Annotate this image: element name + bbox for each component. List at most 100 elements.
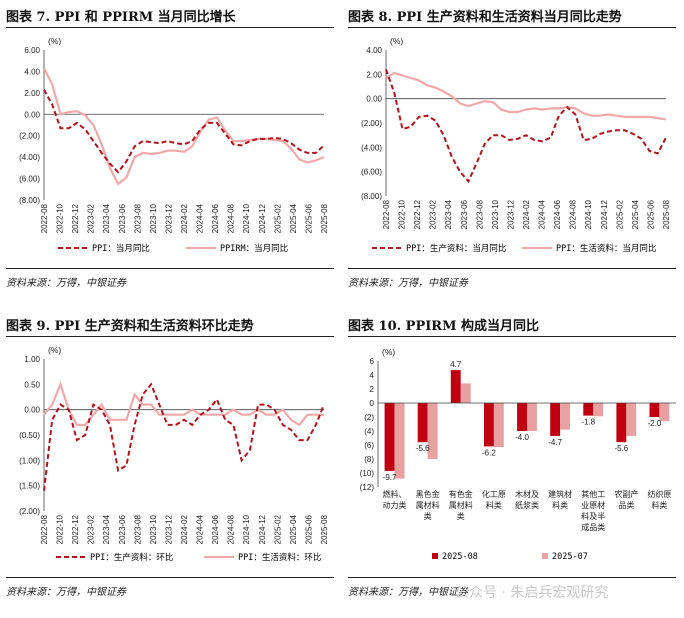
bar xyxy=(649,403,660,417)
y-tick-label: 0.00 xyxy=(366,95,382,104)
x-tick-label: 2025-02 xyxy=(273,203,282,233)
y-tick-label: (6.00) xyxy=(19,175,40,184)
panel-ppirm-components: 图表 10. PPIRM 构成当月同比 6 4 2 0 (2) (4) (6) (8) (10)… xyxy=(342,309,684,618)
bar xyxy=(583,403,594,416)
x-tick-label: 2024-04 xyxy=(538,199,547,229)
y-tick-label: (8.00) xyxy=(19,196,40,205)
category-label: 料及半 xyxy=(581,511,605,521)
source-note: 资料来源：万得，中银证券 xyxy=(6,278,126,289)
y-tick-label: 4.00 xyxy=(366,46,382,55)
x-tick-label: 2024-04 xyxy=(196,514,205,544)
legend-item: PPI：生产资料：当月同比 xyxy=(372,243,506,254)
x-tick-label: 2023-02 xyxy=(429,199,438,229)
x-tick-label: 2024-12 xyxy=(600,199,609,229)
x-tick-label: 2023-06 xyxy=(460,199,469,229)
category-label: 纺织原 xyxy=(647,489,671,499)
bar xyxy=(384,403,395,471)
unit-label: (%) xyxy=(382,347,395,357)
y-tick-label: (2.00) xyxy=(19,507,40,516)
bar xyxy=(460,383,471,403)
y-tick-label: (2.00) xyxy=(19,132,40,141)
y-tick-label: (8) xyxy=(364,455,374,464)
category-label: 料类 xyxy=(651,500,667,510)
data-label: -9.7 xyxy=(383,473,397,482)
x-tick-label: 2023-12 xyxy=(164,514,173,544)
category-label: 类 xyxy=(457,511,465,521)
watermark-text: 公众号 · 朱启兵宏观研究 xyxy=(455,585,609,601)
x-tick-label: 2023-12 xyxy=(506,199,515,229)
legend-label: PPI：生产资料：当月同比 xyxy=(406,243,506,254)
data-label: -2.0 xyxy=(648,419,662,428)
x-tick-label: 2024-02 xyxy=(180,514,189,544)
legend-item: 2025-07 xyxy=(542,552,588,562)
x-tick-label: 2023-08 xyxy=(475,199,484,229)
bar xyxy=(450,370,461,403)
bar xyxy=(417,403,428,443)
x-tick-label: 2025-04 xyxy=(289,514,298,544)
y-tick-label: 4 xyxy=(370,371,375,380)
y-tick-label: (6) xyxy=(364,441,374,450)
chart-title: 图表 7. PPI 和 PPIRM 当月同比增长 xyxy=(6,10,236,25)
series-line xyxy=(43,89,325,174)
unit-label: (%) xyxy=(48,36,61,46)
category-label: 农副产 xyxy=(614,489,638,499)
bar xyxy=(616,403,627,443)
bar xyxy=(593,403,604,417)
unit-label: (%) xyxy=(390,36,403,46)
x-tick-label: 2024-02 xyxy=(180,203,189,233)
chart-ppi-producer-consumer-mom: 1.00 0.50 0.00 (0.50) (1.00) (1.50) (2.00) (%) 2… xyxy=(19,345,329,563)
legend-item: PPI：生活资料：环比 xyxy=(204,552,321,563)
x-tick-label: 2024-08 xyxy=(227,203,236,233)
y-tick-label: 0 xyxy=(370,399,375,408)
bar xyxy=(527,403,537,431)
x-tick-label: 2023-04 xyxy=(102,203,111,233)
category-label: 料类 xyxy=(552,500,568,510)
x-tick-label: 2024-08 xyxy=(569,199,578,229)
x-tick-label: 2022-08 xyxy=(40,203,49,233)
data-label: 4.7 xyxy=(450,360,462,369)
data-label: -4.0 xyxy=(515,433,529,442)
series-line xyxy=(385,71,667,121)
bar xyxy=(517,403,527,431)
y-tick-label: 2 xyxy=(370,385,375,394)
x-tick-label: 2023-08 xyxy=(133,514,142,544)
x-tick-label: 2025-08 xyxy=(662,199,671,229)
y-tick-label: (12) xyxy=(360,483,375,492)
category-label: 料类 xyxy=(486,500,502,510)
source-rule xyxy=(6,268,334,269)
x-tick-label: 2024-10 xyxy=(584,199,593,229)
x-tick-label: 2023-12 xyxy=(164,203,173,233)
chart-title: 图表 9. PPI 生产资料和生活资料环比走势 xyxy=(6,319,254,334)
title-rule xyxy=(348,336,676,337)
category-label: 建筑材 xyxy=(548,489,572,499)
y-tick-label: 2.00 xyxy=(366,70,382,79)
category-label: 燃料、 xyxy=(383,489,407,499)
category-label: 属材料 xyxy=(449,500,473,510)
data-label: -5.6 xyxy=(416,444,430,453)
legend-label: PPIRM：当月同比 xyxy=(220,243,288,254)
legend-label: 2025-08 xyxy=(442,552,478,562)
x-tick-label: 2025-04 xyxy=(289,203,298,233)
source-note: 资料来源：万得，中银证券 xyxy=(6,587,126,598)
x-tick-label: 2022-10 xyxy=(398,199,407,229)
category-label: 品类 xyxy=(618,500,634,510)
source-rule xyxy=(348,268,676,269)
y-tick-label: (4.00) xyxy=(19,153,40,162)
x-tick-label: 2025-02 xyxy=(273,514,282,544)
category-label: 化工原 xyxy=(482,489,506,499)
legend-swatch xyxy=(432,553,438,559)
source-rule xyxy=(348,577,676,578)
y-tick-label: 0.00 xyxy=(24,406,40,415)
y-tick-label: (4) xyxy=(364,427,374,436)
x-tick-label: 2023-10 xyxy=(149,514,158,544)
x-tick-label: 2025-06 xyxy=(304,514,313,544)
y-tick-label: (2.00) xyxy=(361,119,382,128)
x-tick-label: 2024-12 xyxy=(258,514,267,544)
y-tick-label: (8.00) xyxy=(361,192,382,201)
y-tick-label: 1.00 xyxy=(24,355,40,364)
bar xyxy=(550,403,561,436)
category-label: 木材及 xyxy=(515,489,539,499)
chart-title: 图表 8. PPI 生产资料和生活资料当月同比走势 xyxy=(348,10,622,25)
x-tick-label: 2022-08 xyxy=(40,514,49,544)
bar xyxy=(484,403,494,447)
